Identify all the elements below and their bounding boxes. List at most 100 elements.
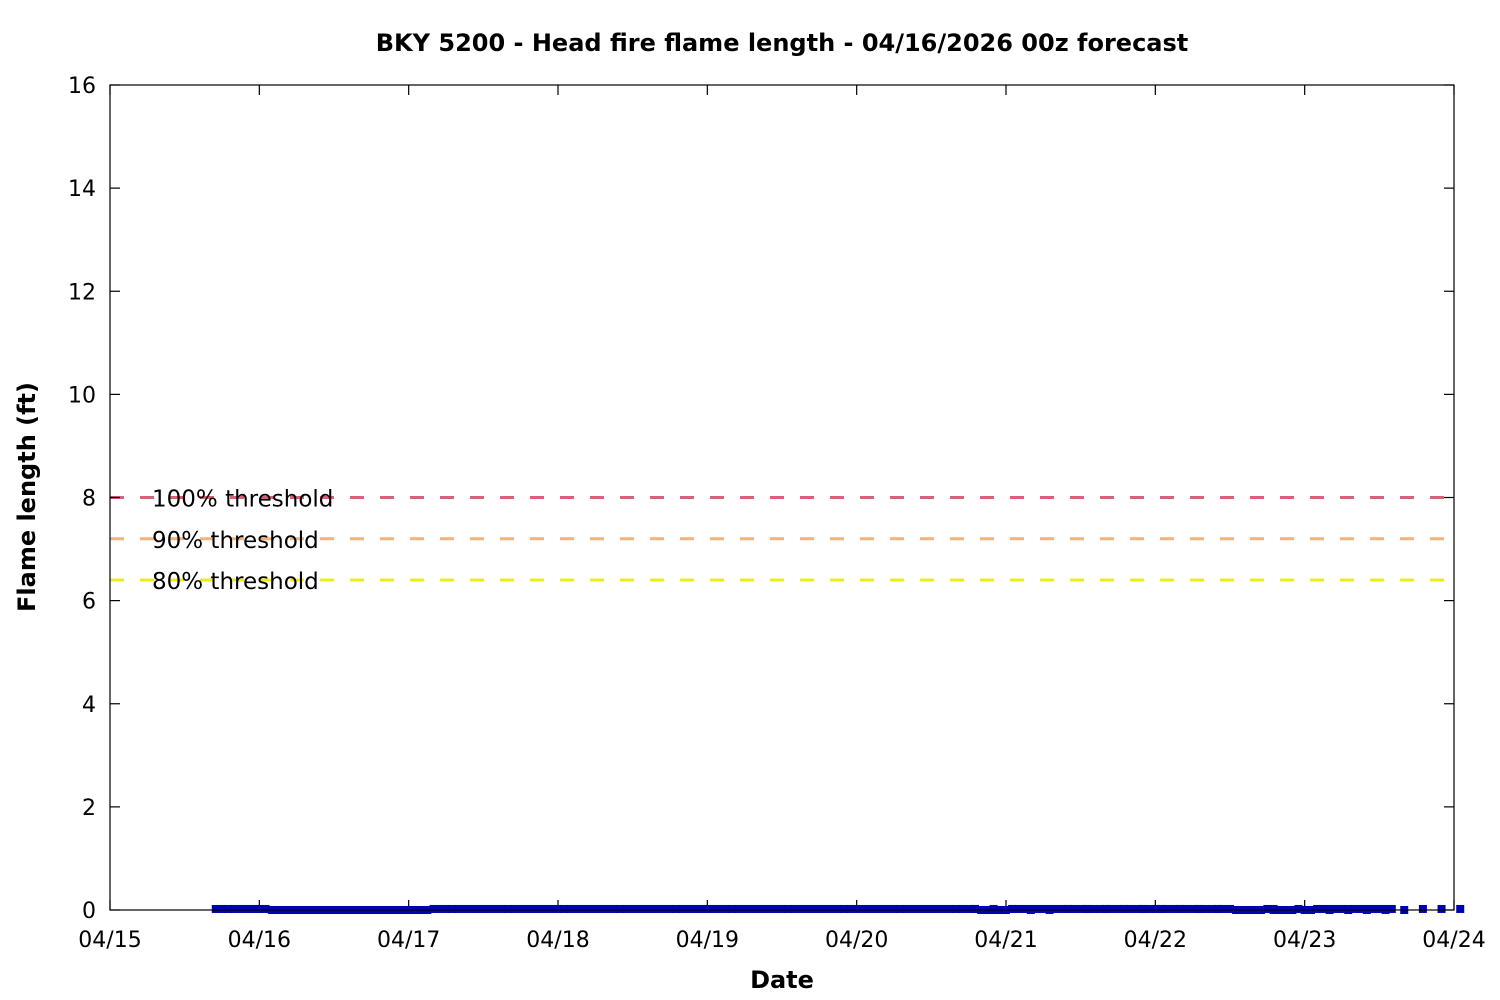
data-point	[560, 904, 569, 913]
data-point	[771, 904, 780, 913]
data-point	[218, 904, 226, 913]
y-tick-label: 16	[68, 74, 96, 99]
data-point	[504, 904, 513, 913]
y-tick-label: 2	[82, 796, 96, 821]
data-point	[1070, 904, 1079, 913]
series-points	[211, 904, 1465, 914]
data-point	[1456, 904, 1465, 913]
data-point	[1331, 904, 1340, 913]
data-point	[442, 904, 450, 913]
x-tick-label: 04/20	[825, 928, 888, 953]
y-tick-label: 12	[68, 280, 96, 305]
data-point	[1387, 904, 1396, 913]
data-point	[659, 904, 668, 913]
data-point	[616, 904, 625, 913]
data-point	[840, 904, 849, 913]
data-point	[746, 904, 755, 913]
data-point	[728, 904, 737, 913]
threshold-label: 80% threshold	[152, 569, 319, 595]
data-point	[242, 904, 251, 913]
data-point	[522, 904, 531, 913]
data-point	[883, 904, 892, 913]
data-point	[852, 904, 861, 913]
data-point	[485, 904, 494, 913]
data-point	[690, 904, 699, 913]
data-point	[709, 904, 718, 913]
data-point	[578, 904, 587, 913]
data-point	[964, 904, 973, 913]
data-point	[435, 904, 444, 913]
data-point	[1418, 904, 1427, 913]
data-point	[211, 904, 220, 913]
data-point	[1219, 904, 1228, 913]
data-point	[666, 904, 674, 913]
data-point	[647, 904, 656, 913]
data-point	[734, 904, 743, 913]
data-point	[1033, 904, 1042, 913]
data-point	[815, 904, 824, 913]
data-point	[224, 904, 233, 913]
data-point	[802, 904, 811, 913]
data-point	[914, 904, 923, 913]
y-tick-label: 8	[82, 487, 96, 512]
data-point	[1107, 904, 1116, 913]
threshold-lines: 100% threshold 90% threshold 80% threshold	[110, 487, 1454, 595]
x-tick-label: 04/15	[78, 928, 141, 953]
data-point	[933, 904, 942, 913]
data-point	[491, 904, 500, 913]
data-point	[778, 904, 786, 913]
data-point	[715, 904, 724, 913]
data-point	[1163, 904, 1172, 913]
data-point	[448, 904, 457, 913]
data-point	[1157, 904, 1166, 913]
x-tick-label: 04/21	[974, 928, 1037, 953]
data-point	[827, 904, 836, 913]
data-point	[921, 904, 930, 913]
data-point	[641, 904, 650, 913]
data-point	[1126, 904, 1135, 913]
chart-title: BKY 5200 - Head fire flame length - 04/1…	[376, 29, 1189, 57]
data-point	[541, 904, 550, 913]
data-point	[454, 904, 463, 913]
x-tick-label: 04/23	[1273, 928, 1336, 953]
data-point	[1132, 904, 1141, 913]
x-tick-label: 04/22	[1124, 928, 1187, 953]
axis-ticks: 0 2 4 6 8 10 12 14 16 04/15 04/16 04/17 04/18 04/19 04…	[68, 74, 1486, 953]
data-point	[1375, 904, 1384, 913]
data-point	[255, 904, 264, 913]
data-point	[939, 904, 948, 913]
data-point	[877, 904, 886, 913]
data-point	[1207, 904, 1216, 913]
data-point	[622, 904, 631, 913]
data-point	[230, 904, 239, 913]
data-point	[653, 904, 662, 913]
data-point	[1194, 904, 1203, 913]
data-point	[927, 904, 936, 913]
data-point	[1350, 904, 1359, 913]
data-point	[684, 904, 693, 913]
data-point	[236, 904, 245, 913]
data-point	[896, 904, 905, 913]
data-point	[1076, 904, 1085, 913]
data-point	[821, 904, 830, 913]
data-point	[697, 904, 706, 913]
data-point	[1213, 904, 1222, 913]
data-point	[858, 904, 867, 913]
data-point	[1294, 904, 1303, 913]
data-point	[1263, 904, 1272, 913]
data-point	[703, 904, 712, 913]
data-point	[970, 904, 979, 913]
data-point	[1095, 904, 1104, 913]
data-point	[846, 904, 855, 913]
data-point	[722, 904, 730, 913]
y-tick-label: 0	[82, 899, 96, 924]
y-tick-label: 6	[82, 590, 96, 615]
data-point	[510, 904, 519, 913]
data-point	[672, 904, 681, 913]
data-point	[460, 904, 469, 913]
data-point	[946, 904, 954, 913]
x-tick-label: 04/16	[228, 928, 291, 953]
data-point	[759, 904, 768, 913]
